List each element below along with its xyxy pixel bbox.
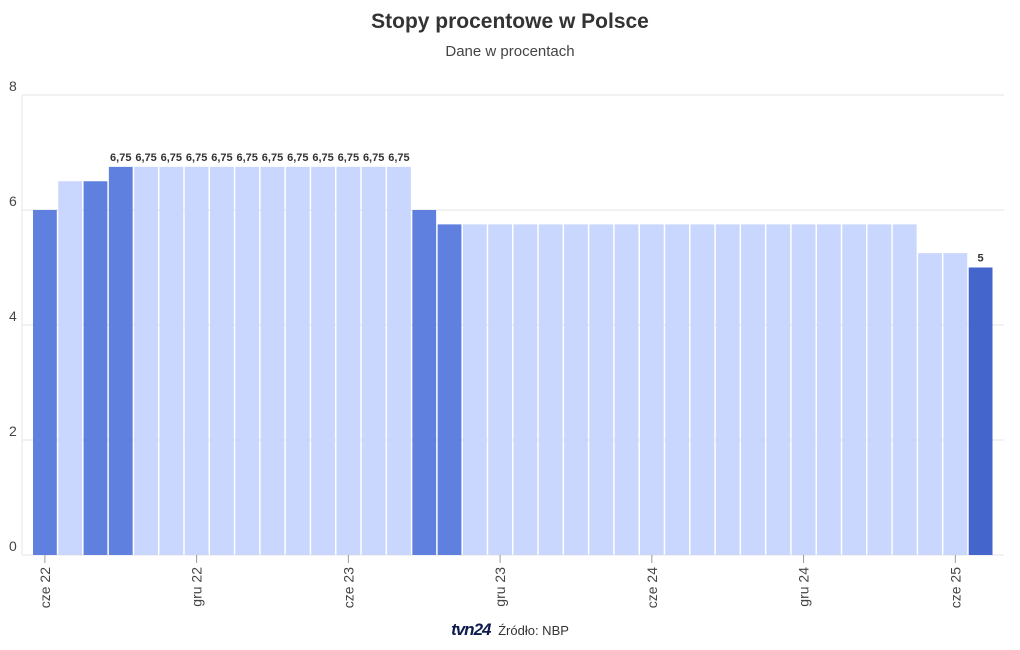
bar bbox=[108, 166, 133, 555]
y-tick-label: 2 bbox=[9, 423, 17, 439]
data-label: 6,75 bbox=[262, 152, 283, 164]
bar bbox=[285, 166, 310, 555]
bar bbox=[968, 267, 993, 555]
y-tick-label: 8 bbox=[9, 78, 17, 94]
bar bbox=[690, 224, 715, 555]
bar bbox=[918, 253, 942, 555]
data-label: 6,75 bbox=[338, 152, 359, 164]
bar bbox=[867, 224, 892, 555]
bar bbox=[387, 166, 411, 555]
bar bbox=[58, 181, 83, 555]
bar bbox=[462, 224, 487, 555]
x-tick-label: gru 23 bbox=[492, 567, 508, 607]
y-axis: 0 2 4 6 8 bbox=[9, 78, 17, 554]
source-note: Źródło: NBP bbox=[498, 623, 569, 638]
x-tick-label: cze 22 bbox=[37, 567, 53, 608]
bar bbox=[766, 224, 791, 555]
bar bbox=[589, 224, 614, 555]
chart-title: Stopy procentowe w Polsce bbox=[371, 10, 649, 33]
bar bbox=[639, 224, 664, 555]
data-label: 6,75 bbox=[312, 152, 333, 164]
bar bbox=[816, 224, 841, 555]
bar bbox=[260, 166, 285, 555]
footer: tvn24 Źródło: NBP bbox=[0, 620, 1020, 640]
x-tick-label: cze 24 bbox=[644, 567, 660, 608]
data-label: 6,75 bbox=[236, 152, 257, 164]
bar bbox=[943, 253, 968, 555]
bar bbox=[33, 210, 57, 555]
bar bbox=[210, 166, 234, 555]
bar bbox=[184, 166, 209, 555]
data-label: 6,75 bbox=[161, 152, 182, 164]
bar bbox=[665, 224, 690, 555]
bar bbox=[488, 224, 512, 555]
x-tick-label: cze 23 bbox=[340, 567, 356, 608]
tvn24-logo: tvn24 bbox=[451, 620, 491, 639]
data-label: 6,75 bbox=[110, 152, 131, 164]
bar bbox=[564, 224, 588, 555]
bar bbox=[791, 224, 816, 555]
bar bbox=[83, 181, 108, 555]
data-label: 6,75 bbox=[287, 152, 308, 164]
x-tick-label: gru 22 bbox=[189, 567, 205, 607]
y-tick-label: 4 bbox=[9, 308, 17, 324]
data-label: 6,75 bbox=[211, 152, 232, 164]
y-tick-label: 6 bbox=[9, 193, 17, 209]
bar bbox=[538, 224, 563, 555]
x-tick-label: cze 25 bbox=[947, 567, 963, 608]
y-tick-label: 0 bbox=[9, 538, 17, 554]
bars bbox=[33, 166, 993, 555]
bar bbox=[892, 224, 917, 555]
bar bbox=[614, 224, 639, 555]
data-label: 6,75 bbox=[363, 152, 384, 164]
bar bbox=[513, 224, 538, 555]
bar bbox=[235, 166, 260, 555]
bar bbox=[159, 166, 184, 555]
chart-subtitle: Dane w procentach bbox=[445, 43, 575, 60]
x-axis: cze 22 gru 22 cze 23 gru 23 cze 24 gru 24 cze … bbox=[37, 555, 963, 608]
data-labels: 6,75 6,75 6,75 6,75 6,75 6,75 6,75 6,75 6,75 6,75… bbox=[110, 152, 984, 265]
bar bbox=[437, 224, 462, 555]
data-label: 5 bbox=[978, 253, 984, 265]
x-tick-label: gru 24 bbox=[796, 567, 812, 607]
data-label: 6,75 bbox=[388, 152, 409, 164]
bar bbox=[715, 224, 740, 555]
data-label: 6,75 bbox=[186, 152, 207, 164]
bar bbox=[361, 166, 386, 555]
bar bbox=[336, 166, 361, 555]
bar bbox=[842, 224, 867, 555]
bar bbox=[741, 224, 765, 555]
data-label: 6,75 bbox=[135, 152, 156, 164]
bar bbox=[134, 166, 158, 555]
bar bbox=[412, 210, 437, 555]
bar bbox=[311, 166, 335, 555]
